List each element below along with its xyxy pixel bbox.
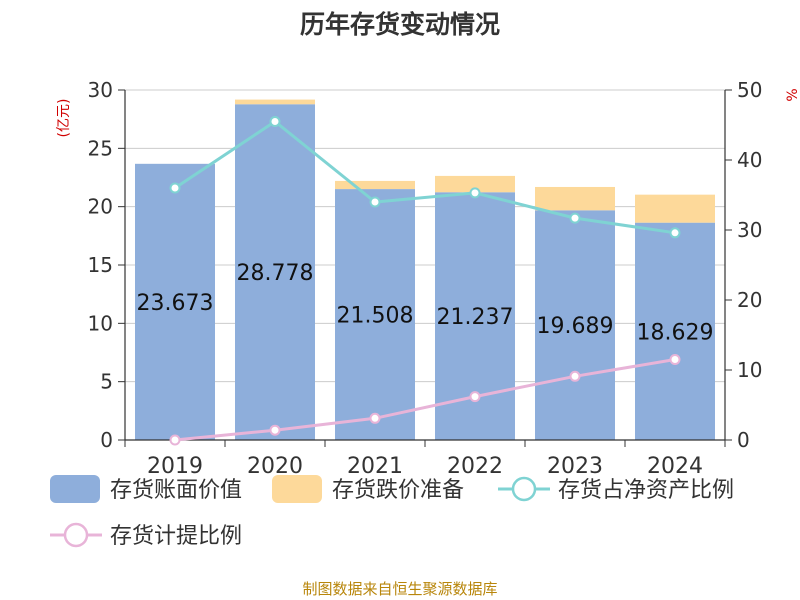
right-tick-label: 10: [737, 358, 762, 382]
bar-value-label: 23.673: [137, 291, 214, 316]
legend-swatch: [272, 475, 322, 503]
legend-label: 存货账面价值: [110, 478, 242, 503]
bar-value-label: 19.689: [537, 314, 614, 339]
bar-impairment-2022: [435, 175, 515, 193]
line-point: [369, 412, 381, 424]
line-point: [569, 370, 581, 382]
legend-item[interactable]: 存货跌价准备: [272, 475, 464, 503]
line-point: [169, 434, 181, 446]
legend-marker: [63, 522, 89, 548]
left-tick-label: 0: [100, 428, 113, 452]
grid-lines: [125, 89, 725, 441]
x-tick-label: 2021: [347, 454, 403, 479]
legend-label: 存货计提比例: [110, 524, 242, 549]
line-point: [569, 212, 581, 224]
bar-impairment-2020: [235, 99, 315, 105]
right-tick-label: 0: [737, 428, 750, 452]
bar-labels: 23.673 28.778 21.508 21.237 19.689 18.629: [137, 261, 714, 345]
left-tick-label: 30: [88, 78, 113, 102]
line-point: [669, 354, 681, 365]
bar-value-label: 28.778: [237, 261, 314, 286]
bar-book-value-2020: [235, 104, 315, 441]
left-tick-label: 5: [100, 370, 113, 394]
bar-book-value-2019: [135, 163, 215, 440]
line-series: [169, 116, 681, 446]
bar-impairment-2023: [535, 186, 615, 211]
line-point: [369, 196, 381, 208]
x-tick-label: 2024: [647, 454, 703, 479]
x-tick-label: 2023: [547, 454, 603, 479]
bar-value-label: 21.237: [437, 305, 514, 330]
x-tick-label: 2020: [247, 454, 303, 479]
axes: 0 5 10 15 20 25 30 0 10 20 30 40 50 2019 2020 2021 2022 2…: [88, 78, 763, 479]
right-tick-label: 50: [737, 78, 762, 102]
right-tick-label: 20: [737, 288, 762, 312]
bar-impairment-2021: [335, 180, 415, 190]
line-inventory-net-asset-ratio: [174, 119, 676, 235]
legend-item[interactable]: 存货占净资产比例: [498, 476, 734, 503]
bar-value-label: 18.629: [637, 320, 714, 345]
right-tick-label: 40: [737, 148, 762, 172]
legend-swatch: [50, 475, 100, 503]
bar-book-value-2023: [535, 210, 615, 440]
legend-item[interactable]: 存货账面价值: [50, 475, 242, 503]
left-tick-label: 15: [88, 253, 113, 277]
bar-value-label: 21.508: [337, 304, 414, 329]
legend-label: 存货占净资产比例: [558, 478, 734, 503]
left-tick-label: 10: [88, 311, 113, 335]
legend-marker: [511, 476, 537, 502]
line-point: [269, 424, 281, 436]
bar-book-value-2021: [335, 189, 415, 440]
line-provision-ratio: [174, 358, 676, 442]
chart-title: 历年存货变动情况: [300, 10, 500, 39]
bar-book-value-2024: [635, 222, 715, 440]
line-point: [669, 227, 681, 239]
right-axis-unit: %: [785, 88, 800, 101]
line-point: [469, 187, 481, 199]
right-tick-label: 30: [737, 218, 762, 242]
legend-label: 存货跌价准备: [332, 478, 464, 503]
x-tick-label: 2022: [447, 454, 503, 479]
line-point: [169, 182, 181, 194]
source-note: 制图数据来自恒生聚源数据库: [302, 580, 497, 598]
left-tick-label: 20: [88, 195, 113, 219]
legend-item[interactable]: 存货计提比例: [50, 522, 242, 549]
left-tick-label: 25: [88, 136, 113, 160]
x-tick-label: 2019: [147, 454, 203, 479]
line-point: [469, 391, 481, 403]
left-axis-unit: (亿元): [56, 99, 72, 138]
bar-impairment-2024: [635, 194, 715, 223]
bars: [135, 99, 715, 441]
line-point: [269, 116, 281, 127]
